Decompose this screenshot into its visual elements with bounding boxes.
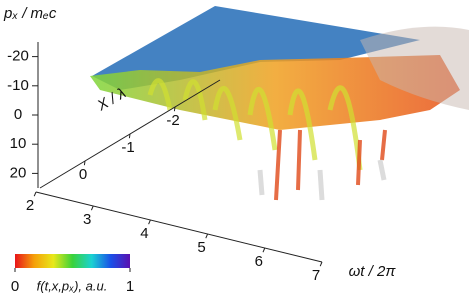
z-axis-tick-label: 10	[10, 135, 27, 152]
y-axis-tick	[173, 106, 176, 112]
y-axis-tick	[83, 160, 86, 166]
x-axis-tick-label: 5	[197, 239, 205, 256]
y-axis-tick-label: -1	[121, 139, 134, 156]
x-axis-tick	[148, 219, 151, 225]
x-axis-tick	[262, 247, 266, 253]
y-axis-tick-label: 0	[79, 166, 87, 183]
x-axis-tick-label: 6	[255, 253, 263, 270]
z-axis-tick-label: -20	[7, 48, 29, 65]
x-axis-tick	[33, 191, 37, 197]
z-axis-tick-label: 0	[14, 106, 22, 123]
y-axis-tick-label: -2	[166, 112, 179, 129]
x-axis-tick	[90, 205, 94, 211]
colorbar-label: f(t,x,pₓ), a.u.	[37, 278, 108, 293]
colorbar	[15, 254, 130, 268]
z-axis-label: pₓ / mₑc	[3, 5, 57, 22]
x-axis-tick-label: 2	[26, 197, 34, 214]
x-axis-tick-label: 4	[140, 225, 148, 242]
x-axis-label: ωt / 2π	[349, 263, 397, 280]
colorbar-tick-label: 0	[11, 278, 19, 295]
colorbar-tick-label: 1	[126, 278, 134, 295]
x-axis-tick	[319, 261, 323, 267]
x-axis-tick-label: 3	[83, 211, 91, 228]
z-axis-tick-label: -10	[7, 77, 29, 94]
x-axis-tick-label: 7	[312, 267, 320, 284]
x-axis-tick	[205, 233, 209, 239]
z-axis-tick-label: 20	[10, 164, 27, 181]
x-axis-line	[35, 191, 323, 263]
y-axis-tick	[128, 133, 131, 139]
volume-render	[90, 6, 469, 201]
